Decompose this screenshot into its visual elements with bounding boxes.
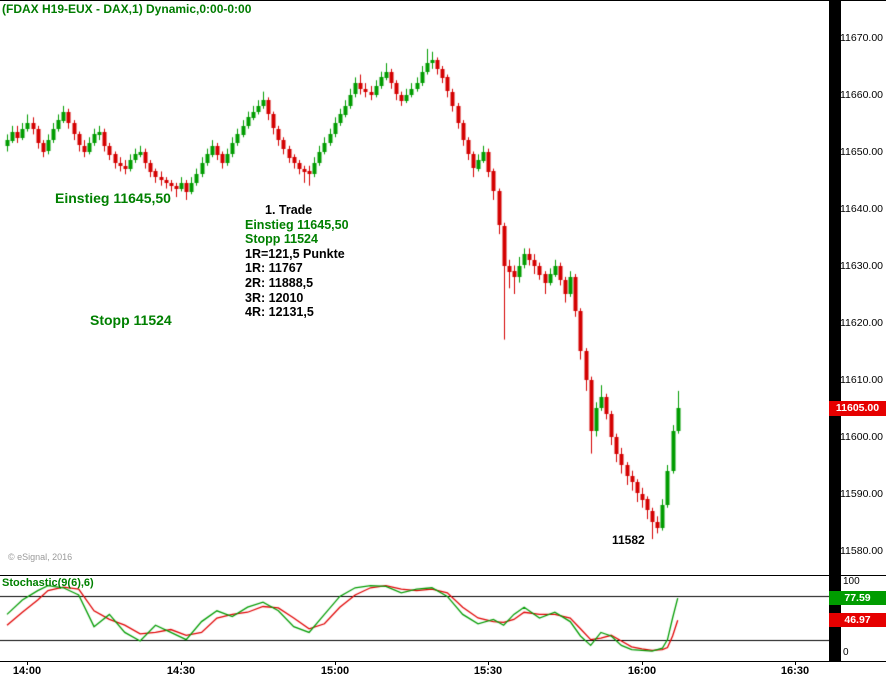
time-tick-label: 15:00 [320, 665, 350, 677]
session-low-label: 11582 [612, 533, 645, 547]
stochastic-axis-100: 100 [843, 576, 860, 587]
time-axis-tick [181, 662, 182, 665]
price-tick-label: 11640.00 [839, 202, 883, 215]
stochastic-study-label: Stochastic(9(6),6) [2, 577, 94, 589]
time-axis-tick [335, 662, 336, 665]
time-axis-tick [642, 662, 643, 665]
esignal-watermark: © eSignal, 2016 [8, 552, 73, 562]
price-tick-label: 11610.00 [839, 373, 883, 386]
price-tick-label: 11660.00 [839, 88, 883, 101]
trade-note-risk: 1R=121,5 Punkte [245, 246, 345, 261]
candlestick-chart[interactable] [0, 0, 830, 574]
price-tick-label: 11590.00 [839, 487, 883, 500]
trade-note-stop: Stopp 11524 [245, 232, 318, 247]
time-axis-tick [27, 662, 28, 665]
price-tick-label: 11630.00 [839, 259, 883, 272]
price-tick-label: 11620.00 [839, 316, 883, 329]
trade-note-r3: 3R: 12010 [245, 290, 304, 305]
stochastic-axis-0: 0 [843, 647, 849, 658]
stop-annotation: Stopp 11524 [90, 312, 172, 328]
trade-note-title: 1. Trade [265, 203, 313, 217]
trade-note-r4: 4R: 12131,5 [245, 305, 314, 320]
time-axis-line [0, 661, 886, 662]
pane-separator [0, 575, 886, 576]
current-price-box: 11605.00 [829, 401, 886, 416]
time-tick-label: 16:00 [627, 665, 657, 677]
time-tick-label: 14:30 [166, 665, 196, 677]
price-axis-strip[interactable] [829, 0, 841, 661]
trade-note: 1. Trade Einstieg 11645,50 Stopp 11524 1… [245, 203, 349, 320]
price-tick-label: 11650.00 [839, 145, 883, 158]
time-tick-label: 14:00 [12, 665, 42, 677]
price-tick-label: 11670.00 [839, 31, 883, 44]
stochastic-chart[interactable] [0, 576, 830, 661]
stochastic-d-value-box: 46.97 [829, 613, 886, 627]
trade-note-r2: 2R: 11888,5 [245, 275, 314, 290]
entry-annotation: Einstieg 11645,50 [55, 190, 171, 206]
time-axis-tick [488, 662, 489, 665]
time-axis-tick [795, 662, 796, 665]
time-tick-label: 16:30 [780, 665, 810, 677]
trade-note-entry: Einstieg 11645,50 [245, 217, 349, 232]
price-tick-label: 11580.00 [839, 544, 883, 557]
price-tick-label: 11600.00 [839, 430, 883, 443]
stochastic-k-value-box: 77.59 [829, 591, 886, 605]
time-tick-label: 15:30 [473, 665, 503, 677]
trade-note-r1: 1R: 11767 [245, 261, 303, 276]
